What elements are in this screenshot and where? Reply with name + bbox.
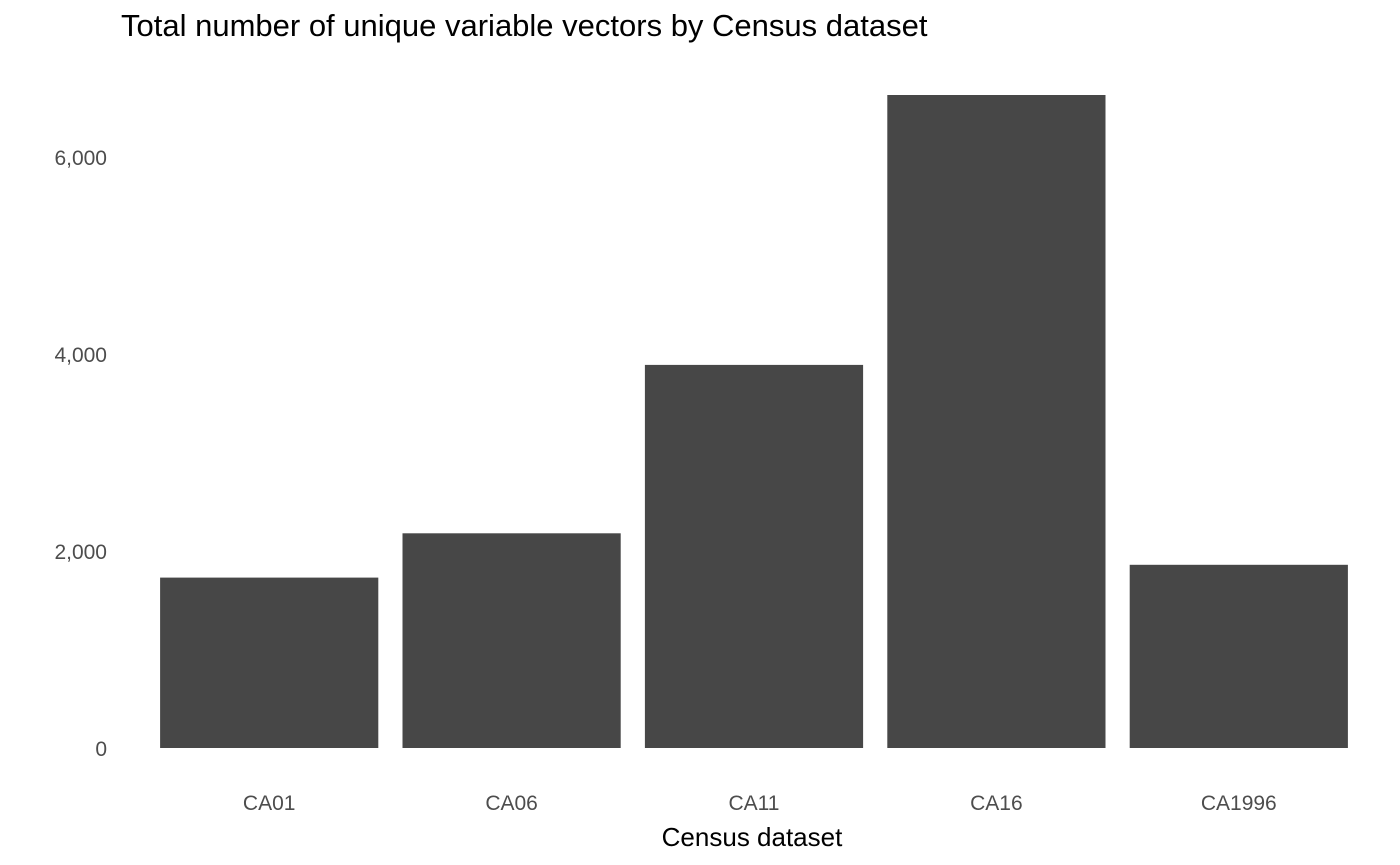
bars-group [160, 95, 1348, 748]
bar-ca16 [887, 95, 1106, 748]
chart-title: Total number of unique variable vectors … [121, 8, 928, 43]
bar-ca01 [160, 577, 379, 748]
y-tick-label: 4,000 [54, 344, 107, 367]
y-tick-label: 6,000 [54, 147, 107, 170]
x-tick-label-ca06: CA06 [485, 792, 538, 815]
x-tick-label-ca1996: CA1996 [1201, 792, 1277, 815]
x-tick-label-ca01: CA01 [243, 792, 296, 815]
x-tick-label-ca16: CA16 [970, 792, 1023, 815]
y-tick-label: 2,000 [54, 541, 107, 564]
y-tick-label: 0 [95, 738, 107, 761]
bar-ca1996 [1129, 564, 1348, 748]
x-axis-title: Census dataset [662, 822, 843, 852]
x-tick-label-ca11: CA11 [729, 792, 780, 815]
bar-ca06 [402, 533, 621, 748]
y-axis-tick-labels: 0 2,000 4,000 6,000 [54, 147, 107, 761]
bar-ca11 [644, 364, 864, 748]
x-axis-tick-labels: CA01 CA06 CA11 CA16 CA1996 [243, 792, 1277, 815]
